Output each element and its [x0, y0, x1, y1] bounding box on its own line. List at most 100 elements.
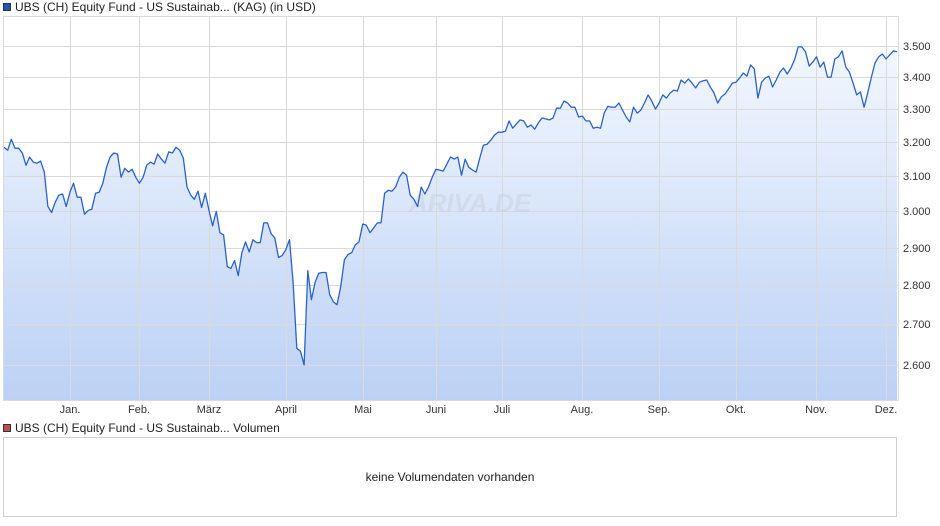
price-point	[120, 176, 122, 178]
price-point	[69, 191, 71, 193]
price-point	[241, 251, 243, 253]
price-point	[856, 94, 858, 96]
price-point	[892, 50, 894, 52]
price-point	[336, 304, 338, 306]
price-point	[446, 163, 448, 165]
price-point	[21, 152, 23, 154]
price-point	[365, 224, 367, 226]
price-point	[14, 147, 16, 149]
y-tick-label: 3.000	[903, 206, 931, 218]
price-point	[164, 162, 166, 164]
price-point	[501, 131, 503, 133]
price-point	[329, 294, 331, 296]
price-point	[270, 233, 272, 235]
price-point	[848, 71, 850, 73]
price-point	[599, 127, 601, 129]
price-point	[424, 193, 426, 195]
price-point	[376, 222, 378, 224]
price-point	[607, 105, 609, 107]
y-tick-label: 2.800	[903, 280, 931, 292]
price-point	[746, 75, 748, 77]
price-point	[307, 269, 309, 271]
price-point	[91, 208, 93, 210]
x-tick-label: Mai	[354, 404, 372, 416]
y-tick-label: 3.300	[903, 104, 931, 116]
price-point	[318, 272, 320, 274]
price-point	[493, 134, 495, 136]
price-point	[416, 205, 418, 207]
price-point	[588, 120, 590, 122]
price-point	[310, 299, 312, 301]
price-point	[285, 249, 287, 251]
price-point	[687, 78, 689, 80]
price-point	[76, 196, 78, 198]
price-point	[662, 94, 664, 96]
price-point	[749, 64, 751, 66]
price-point	[168, 151, 170, 153]
price-point	[548, 119, 550, 121]
price-point	[636, 112, 638, 114]
price-point	[797, 46, 799, 48]
x-tick-label: März	[197, 404, 221, 416]
no-volume-data-message: keine Volumendaten vorhanden	[365, 470, 535, 484]
price-point	[574, 106, 576, 108]
price-point	[230, 267, 232, 269]
price-point	[7, 149, 9, 151]
x-tick-label: Aug.	[571, 404, 594, 416]
price-point	[760, 81, 762, 83]
price-point	[727, 88, 729, 90]
price-point	[369, 232, 371, 234]
price-point	[881, 53, 883, 55]
price-point	[54, 201, 56, 203]
price-point	[486, 143, 488, 145]
price-point	[841, 50, 843, 52]
price-point	[526, 126, 528, 128]
price-point	[50, 211, 52, 213]
price-point	[449, 156, 451, 158]
price-point	[643, 102, 645, 104]
price-point	[482, 144, 484, 146]
price-point	[717, 102, 719, 104]
price-point	[775, 79, 777, 81]
price-point	[819, 66, 821, 68]
price-point	[200, 206, 202, 208]
price-point	[127, 171, 129, 173]
price-point	[43, 171, 45, 173]
price-point	[3, 146, 5, 148]
price-point	[863, 106, 865, 108]
price-point	[793, 59, 795, 61]
price-point	[680, 79, 682, 81]
watermark: ARIVA.DE	[408, 188, 532, 218]
price-point	[175, 146, 177, 148]
price-point	[475, 171, 477, 173]
price-point	[197, 190, 199, 192]
price-point	[702, 80, 704, 82]
price-point	[116, 153, 118, 155]
price-point	[771, 86, 773, 88]
price-point	[867, 92, 869, 94]
price-point	[684, 82, 686, 84]
price-point	[523, 120, 525, 122]
price-point	[896, 51, 898, 53]
price-point	[405, 174, 407, 176]
price-point	[515, 123, 517, 125]
price-point	[585, 120, 587, 122]
price-point	[468, 166, 470, 168]
price-point	[193, 198, 195, 200]
y-tick-label: 2.600	[903, 360, 931, 372]
price-point	[559, 107, 561, 109]
price-point	[812, 61, 814, 63]
price-point	[577, 116, 579, 118]
legend-price-label: UBS (CH) Equity Fund - US Sustainab... (…	[15, 0, 316, 14]
price-point	[845, 66, 847, 68]
y-tick-label: 3.500	[903, 41, 931, 53]
price-point	[237, 274, 239, 276]
price-point	[720, 96, 722, 98]
plot-frame	[3, 16, 899, 401]
price-point	[790, 67, 792, 69]
price-point	[435, 168, 437, 170]
price-point	[834, 58, 836, 60]
price-point	[252, 239, 254, 241]
x-tick-label: April	[275, 404, 297, 416]
legend-price-series: UBS (CH) Equity Fund - US Sustainab... (…	[3, 0, 316, 14]
